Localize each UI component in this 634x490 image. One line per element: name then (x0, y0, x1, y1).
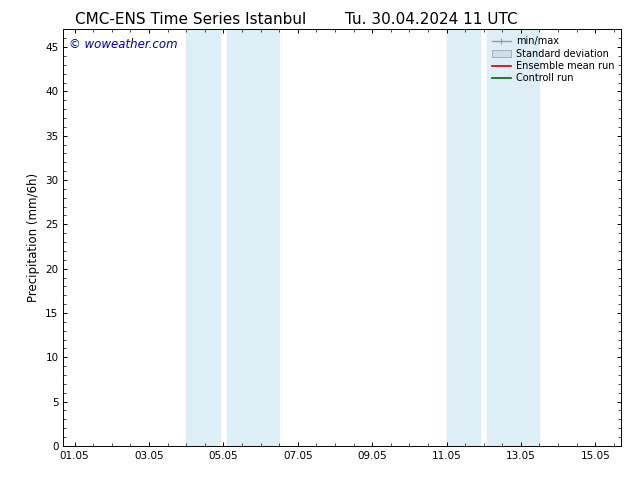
Text: CMC-ENS Time Series Istanbul: CMC-ENS Time Series Istanbul (75, 12, 306, 27)
Legend: min/max, Standard deviation, Ensemble mean run, Controll run: min/max, Standard deviation, Ensemble me… (489, 34, 616, 85)
Bar (446, 29, 480, 446)
Bar (186, 29, 219, 446)
Text: © woweather.com: © woweather.com (69, 38, 178, 51)
Text: Tu. 30.04.2024 11 UTC: Tu. 30.04.2024 11 UTC (345, 12, 517, 27)
Y-axis label: Precipitation (mm/6h): Precipitation (mm/6h) (27, 173, 40, 302)
Bar (488, 29, 540, 446)
Bar (227, 29, 279, 446)
